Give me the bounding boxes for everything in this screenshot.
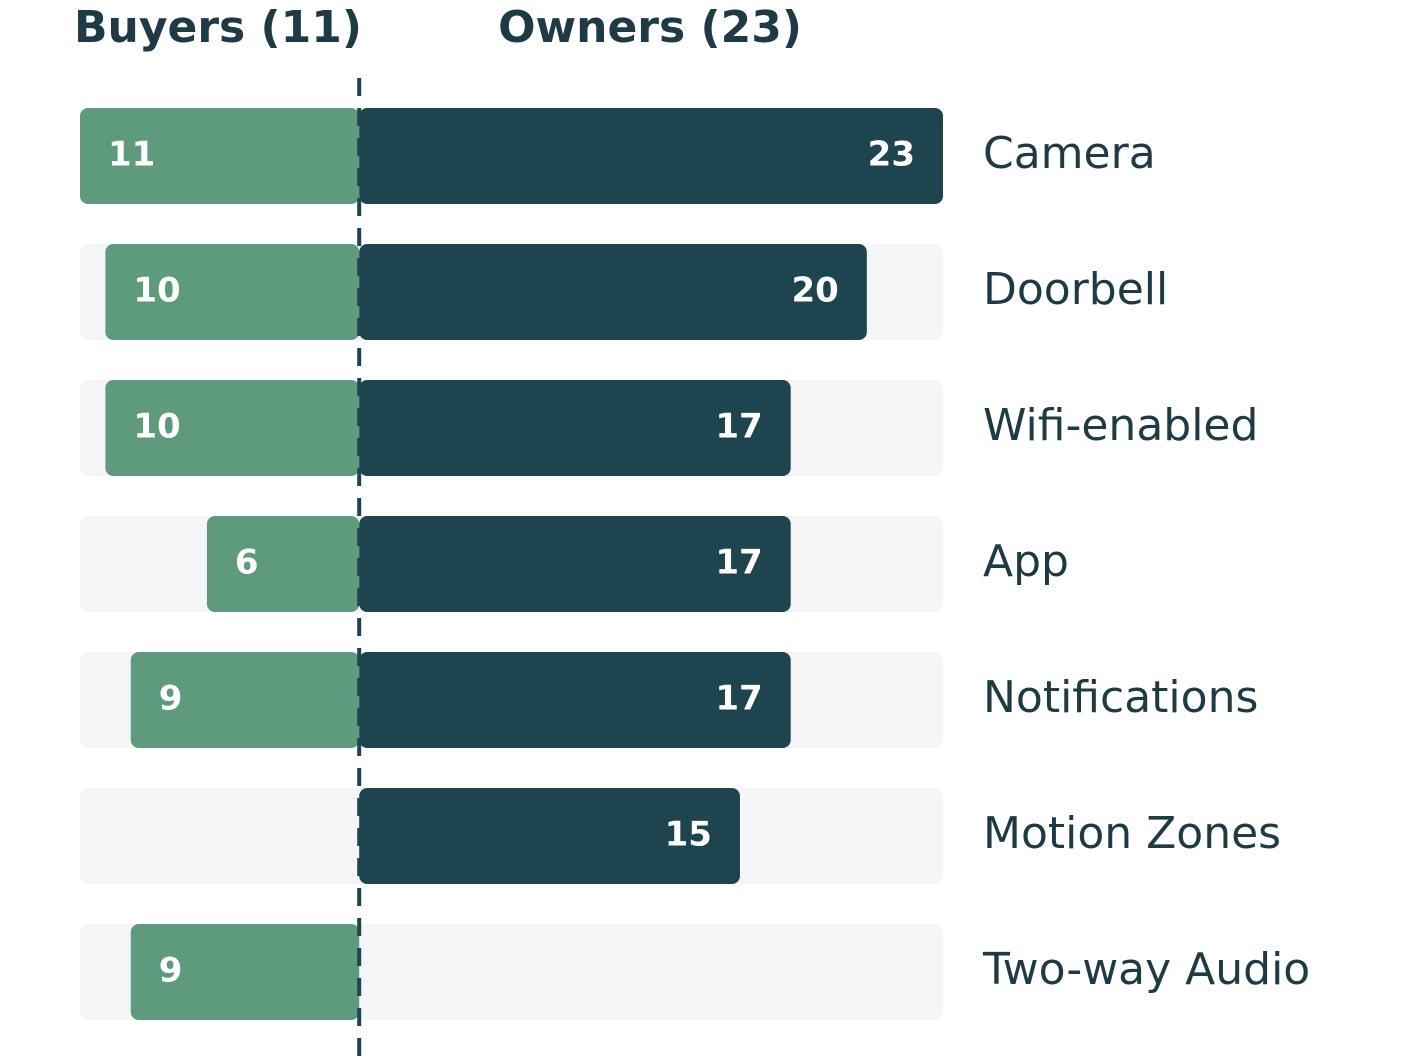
category-label: Camera (983, 128, 1156, 179)
owners-bar (359, 244, 867, 340)
owners-value: 15 (665, 815, 712, 855)
buyers-value: 11 (108, 135, 155, 175)
owners-value: 17 (715, 679, 762, 719)
buyers-header: Buyers (11) (74, 2, 362, 53)
buyers-bar (80, 108, 360, 204)
buyers-bar (105, 380, 360, 476)
buyers-bar (105, 244, 360, 340)
buyers-value: 10 (133, 407, 180, 447)
category-label: Wifi-enabled (983, 400, 1258, 451)
owners-bar (359, 108, 943, 204)
buyers-bar (206, 516, 360, 612)
owners-value: 20 (792, 271, 839, 311)
buyers-bar (130, 924, 360, 1020)
buyers-value: 10 (133, 271, 180, 311)
category-label: Two-way Audio (982, 944, 1310, 995)
owners-bar (359, 652, 791, 748)
buyers-value: 9 (159, 951, 183, 991)
owners-bar (359, 788, 740, 884)
owners-value: 23 (868, 135, 915, 175)
owners-bar (359, 380, 791, 476)
buyers-value: 9 (159, 679, 183, 719)
category-label: Motion Zones (983, 808, 1281, 859)
buyers-bar (130, 652, 360, 748)
owners-bar (359, 516, 791, 612)
category-label: Doorbell (983, 264, 1168, 315)
owners-header: Owners (23) (498, 2, 802, 53)
owners-value: 17 (715, 543, 762, 583)
owners-value: 17 (715, 407, 762, 447)
category-label: Notifications (983, 672, 1258, 723)
buyers-value: 6 (235, 543, 259, 583)
category-label: App (983, 536, 1069, 587)
